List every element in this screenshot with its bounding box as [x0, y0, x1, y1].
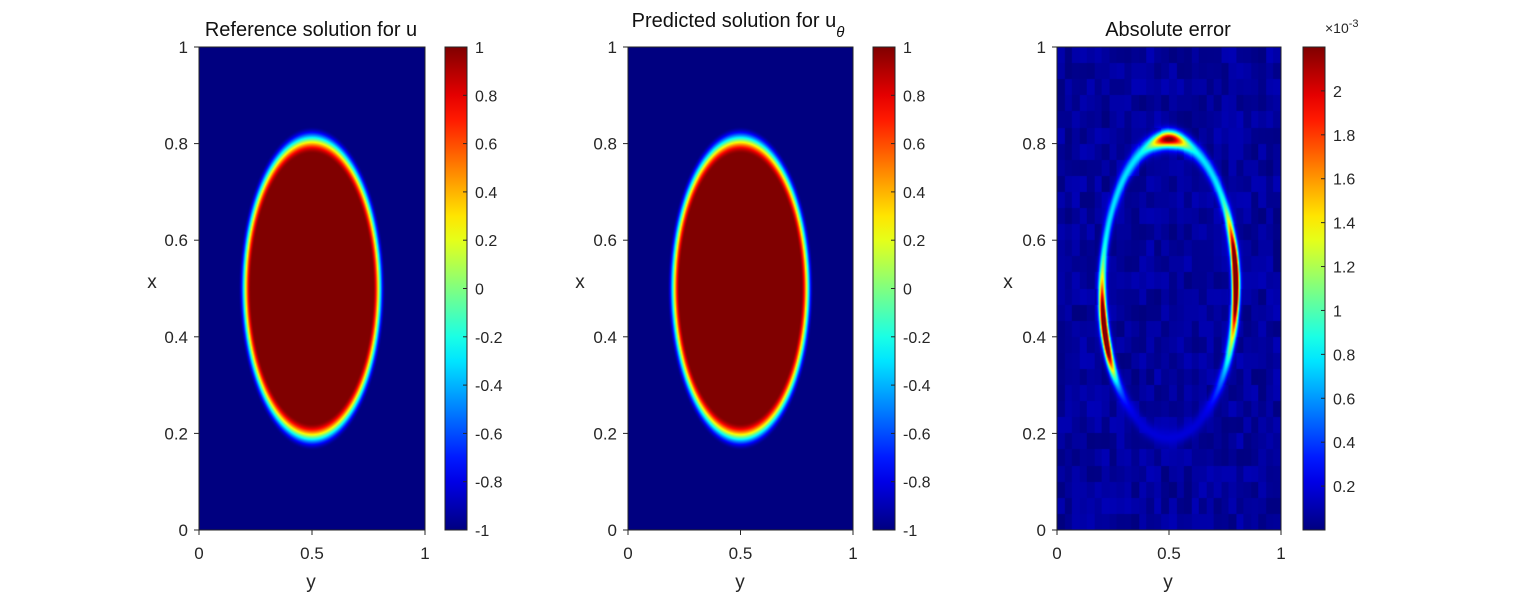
colorbar-multiplier-exponent: -3	[1349, 18, 1359, 30]
y-tick-label: 0	[608, 521, 617, 540]
panel-title: Absolute error	[1105, 19, 1231, 41]
colorbar-tick-label: 0.4	[903, 185, 925, 202]
colorbar-tick-label: -0.2	[903, 330, 931, 347]
y-tick-label: 0.2	[1022, 424, 1046, 443]
colorbar-tick-label: -0.2	[475, 330, 503, 347]
reference-solution-panel: Reference solution for u y x 0 0.5 1 0 0.2 0.…	[147, 19, 502, 593]
colorbar-tick-label: 2	[1333, 84, 1342, 101]
y-tick-label: 0.4	[593, 328, 617, 347]
y-tick-label: 0	[1037, 521, 1046, 540]
colorbar-tick-label: 1.2	[1333, 260, 1355, 277]
y-tick-label: 0.2	[164, 424, 188, 443]
y-tick-label: 1	[608, 38, 617, 57]
x-axis-label: y	[1163, 572, 1173, 593]
colorbar-multiplier: ×10-3	[1325, 18, 1359, 36]
x-tick-label: 0.5	[300, 544, 324, 563]
y-tick-label: 0.8	[164, 135, 188, 154]
colorbar-tick-label: 0	[903, 282, 912, 299]
plot-frame	[1056, 46, 1282, 531]
heatmap-image	[628, 47, 853, 530]
colorbar	[1302, 46, 1326, 531]
predicted-solution-panel: Predicted solution for uθ y x 0 0.5 1 0 0.2 0…	[575, 10, 930, 593]
heatmap-image	[199, 47, 425, 530]
y-tick-label: 0.6	[593, 231, 617, 250]
x-tick-label: 0.5	[729, 544, 753, 563]
panel-title: Reference solution for u	[205, 19, 417, 41]
y-tick-label: 0.8	[593, 135, 617, 154]
colorbar-tick-label: 1.4	[1333, 216, 1355, 233]
colorbar-tick-label: 0.4	[475, 185, 497, 202]
y-tick-label: 1	[1037, 38, 1046, 57]
plot-frame	[198, 46, 426, 531]
colorbar-tick-label: -0.4	[903, 378, 931, 395]
y-tick-label: 1	[179, 38, 188, 57]
colorbar-tick-label: 0	[475, 282, 484, 299]
colorbar-multiplier-base: ×10	[1325, 20, 1349, 36]
colorbar-tick-label: -0.8	[903, 475, 931, 492]
y-tick-label: 0.8	[1022, 135, 1046, 154]
y-tick-label: 0.2	[593, 424, 617, 443]
colorbar-tick-label: 0.2	[475, 233, 497, 250]
panel-title-subscript: θ	[836, 24, 844, 41]
x-tick-label: 1	[848, 544, 857, 563]
y-tick-label: 0.6	[1022, 231, 1046, 250]
x-tick-label: 1	[1276, 544, 1285, 563]
panel-title: Predicted solution for uθ	[632, 10, 845, 41]
colorbar-tick-label: -0.4	[475, 378, 503, 395]
colorbar-tick-label: 0.6	[1333, 391, 1355, 408]
y-tick-label: 0.4	[1022, 328, 1046, 347]
y-axis-label: x	[575, 272, 585, 293]
x-tick-label: 0	[194, 544, 203, 563]
x-tick-label: 0.5	[1157, 544, 1181, 563]
colorbar-tick-label: 1.8	[1333, 128, 1355, 145]
colorbar-tick-label: 0.8	[1333, 347, 1355, 364]
colorbar-tick-label: 0.2	[903, 233, 925, 250]
colorbar-tick-label: 0.6	[475, 137, 497, 154]
x-tick-label: 0	[623, 544, 632, 563]
x-axis-label: y	[735, 572, 745, 593]
x-axis-label: y	[306, 572, 316, 593]
colorbar-tick-label: 1	[903, 40, 912, 57]
colorbar-tick-label: 0.2	[1333, 479, 1355, 496]
panel-title-main: Predicted solution for u	[632, 10, 837, 32]
y-tick-label: 0.4	[164, 328, 188, 347]
colorbar-tick-label: -1	[475, 523, 489, 540]
plot-frame	[627, 46, 854, 531]
colorbar-tick-label: 0.8	[475, 88, 497, 105]
y-axis-label: x	[147, 272, 157, 293]
colorbar-tick-label: -0.8	[475, 475, 503, 492]
y-tick-label: 0.6	[164, 231, 188, 250]
colorbar-tick-label: -0.6	[903, 426, 931, 443]
colorbar-tick-label: 1	[475, 40, 484, 57]
colorbar-tick-label: 0.8	[903, 88, 925, 105]
y-axis-label: x	[1003, 272, 1013, 293]
colorbar-tick-label: 0.4	[1333, 435, 1355, 452]
colorbar-tick-label: 1.6	[1333, 172, 1355, 189]
y-tick-label: 0	[179, 521, 188, 540]
colorbar-tick-label: 1	[1333, 303, 1342, 320]
absolute-error-panel: Absolute error y x ×10-3 0 0.5 1 0 0.2 0.4 0.6…	[1003, 18, 1358, 593]
colorbar-tick-label: -0.6	[475, 426, 503, 443]
colorbar-tick-label: -1	[903, 523, 917, 540]
colorbar-tick-label: 0.6	[903, 137, 925, 154]
x-tick-label: 1	[420, 544, 429, 563]
heatmap-image	[1057, 47, 1281, 530]
x-tick-label: 0	[1052, 544, 1061, 563]
